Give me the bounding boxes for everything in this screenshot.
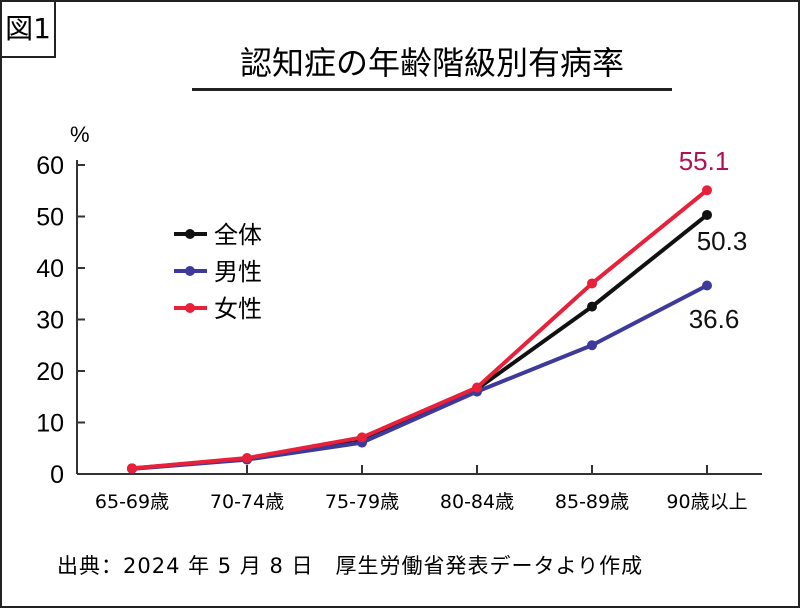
y-tick-label: 30 — [36, 307, 64, 335]
data-point — [127, 463, 137, 474]
x-tick-label: 80-84歳 — [440, 491, 514, 513]
x-tick-label: 90歳以上 — [666, 491, 747, 513]
data-point — [702, 209, 712, 220]
data-point — [472, 382, 482, 393]
legend-marker — [185, 229, 195, 239]
y-tick-label: 60 — [36, 152, 64, 180]
series-line-全体 — [131, 213, 709, 471]
legend-label: 全体 — [214, 221, 262, 249]
end-label: 50.3 — [697, 226, 748, 256]
data-point — [357, 432, 367, 443]
end-label: 36.6 — [689, 304, 740, 334]
end-label: 55.1 — [679, 146, 730, 176]
y-tick-label: 40 — [36, 255, 64, 283]
y-tick-label: 0 — [50, 461, 64, 489]
data-point — [587, 301, 597, 312]
chart-title: 認知症の年齢階級別有病率 — [239, 44, 624, 82]
legend-marker — [185, 266, 195, 276]
data-point — [702, 280, 712, 291]
data-point — [587, 278, 597, 289]
x-tick-label: 70-74歳 — [210, 491, 284, 513]
legend-label: 女性 — [214, 295, 262, 323]
x-tick-label: 85-89歳 — [555, 491, 629, 513]
y-tick-label: 10 — [36, 410, 64, 438]
y-tick-label: 50 — [36, 204, 64, 232]
x-tick-label: 75-79歳 — [325, 491, 399, 513]
legend-marker — [185, 303, 195, 313]
source-note: 出典：2024 年 5 月 8 日 厚生労働省発表データより作成 — [57, 554, 644, 578]
series-line-女性 — [131, 188, 709, 471]
data-point — [587, 340, 597, 351]
data-point — [702, 185, 712, 196]
data-point — [242, 453, 252, 464]
y-axis-label: % — [70, 122, 90, 147]
y-tick-label: 20 — [36, 358, 64, 386]
figure-label: 図1 — [2, 2, 56, 58]
legend-label: 男性 — [214, 258, 262, 286]
x-tick-label: 65-69歳 — [95, 491, 169, 513]
title-underline — [192, 88, 672, 91]
